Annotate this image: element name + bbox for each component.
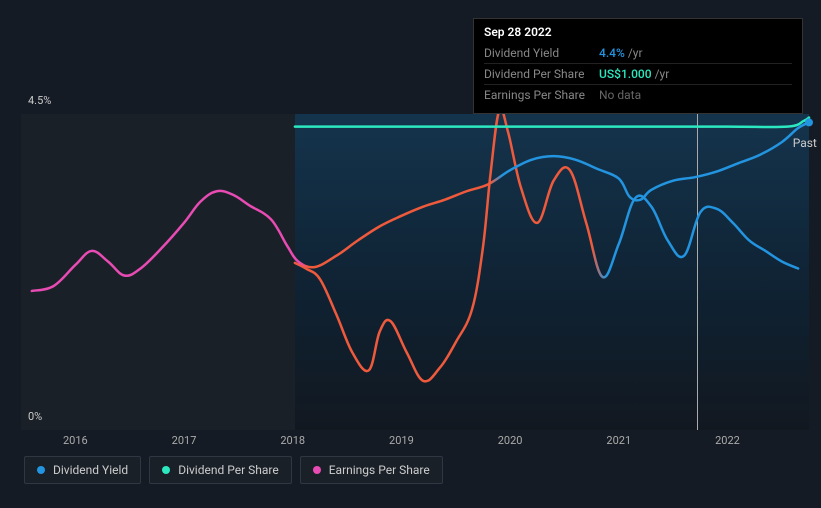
tooltip-row-unit: /yr — [655, 67, 670, 81]
tooltip-row-label: Dividend Yield — [484, 46, 599, 60]
tooltip-row-nodata: No data — [599, 88, 641, 102]
x-axis-tick: 2019 — [389, 434, 414, 447]
legend-dot-icon — [313, 466, 321, 474]
tooltip-row: Dividend Yield4.4%/yr — [484, 43, 792, 63]
y-axis-label-bottom: 0% — [28, 410, 42, 423]
x-axis-tick: 2020 — [498, 434, 523, 447]
series-line — [295, 108, 798, 381]
chart-legend: Dividend Yield Dividend Per Share Earnings… — [24, 456, 443, 484]
tooltip-row-value: 4.4% — [599, 46, 625, 60]
legend-item[interactable]: Dividend Yield — [24, 456, 141, 484]
legend-dot-icon — [162, 466, 170, 474]
x-axis: 2016 2017 2018 2019 2020 2021 2022 — [21, 434, 809, 454]
y-axis-label-top: 4.5% — [28, 94, 51, 107]
tooltip-rows: Dividend Yield4.4%/yrDividend Per ShareU… — [484, 43, 792, 105]
tooltip-row-label: Earnings Per Share — [484, 88, 599, 102]
legend-dot-icon — [37, 466, 45, 474]
tooltip-row-unit: /yr — [628, 46, 643, 60]
chart-lines-svg — [21, 114, 809, 430]
chart-tooltip: Sep 28 2022 Dividend Yield4.4%/yrDividen… — [473, 18, 803, 114]
x-axis-tick: 2021 — [606, 434, 631, 447]
tooltip-row: Earnings Per ShareNo data — [484, 84, 792, 105]
tooltip-date: Sep 28 2022 — [484, 25, 792, 39]
legend-item[interactable]: Earnings Per Share — [300, 456, 443, 484]
x-axis-tick: 2016 — [63, 434, 88, 447]
chart-plot-area[interactable]: Past — [21, 114, 809, 430]
legend-item-label: Earnings Per Share — [329, 463, 430, 477]
series-line — [32, 122, 809, 291]
series-line — [295, 118, 809, 128]
chart-container: Sep 28 2022 Dividend Yield4.4%/yrDividen… — [6, 6, 815, 502]
x-axis-tick: 2018 — [280, 434, 305, 447]
tooltip-row-label: Dividend Per Share — [484, 67, 599, 81]
tooltip-row: Dividend Per ShareUS$1.000/yr — [484, 63, 792, 84]
x-axis-tick: 2022 — [715, 434, 740, 447]
legend-item-label: Dividend Per Share — [178, 463, 279, 477]
series-end-dot — [805, 118, 813, 126]
legend-item-label: Dividend Yield — [53, 463, 128, 477]
x-axis-tick: 2017 — [172, 434, 197, 447]
tooltip-row-value: US$1.000 — [599, 67, 652, 81]
legend-item[interactable]: Dividend Per Share — [149, 456, 292, 484]
